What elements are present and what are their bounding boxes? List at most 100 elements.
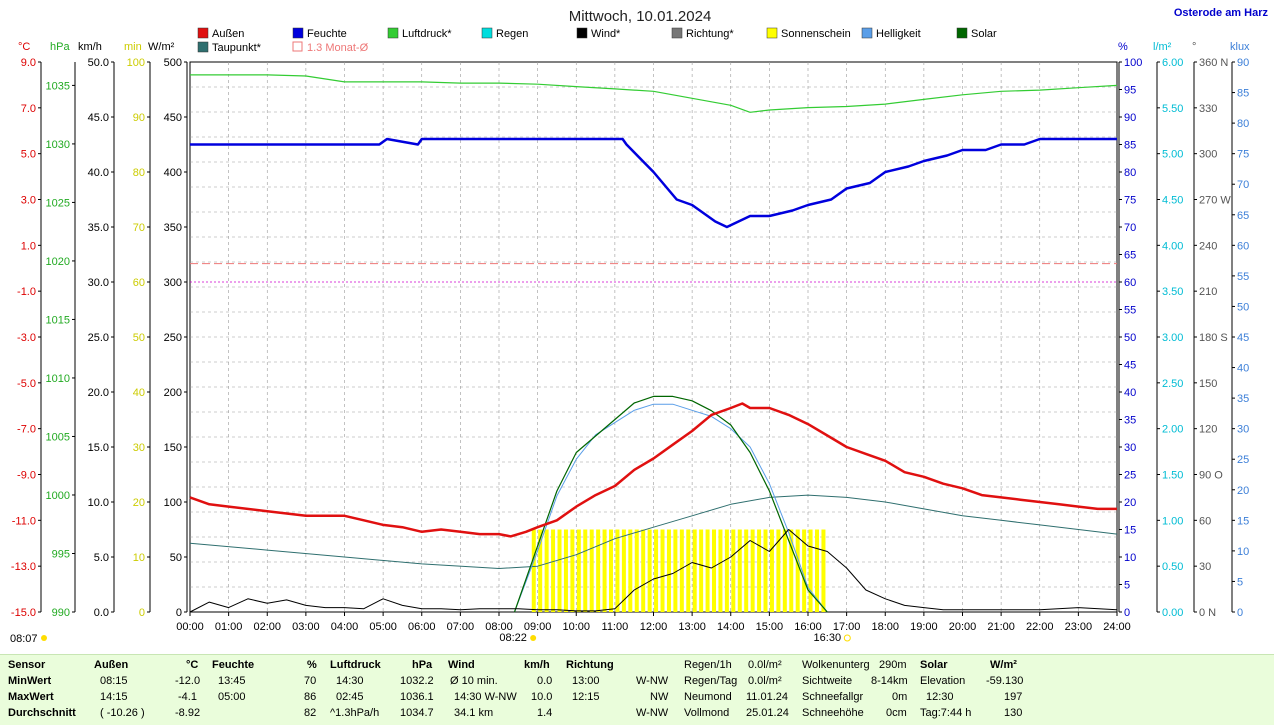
- series-sonnenschein-bar: [576, 529, 581, 612]
- legend-label-taupunkt: Taupunkt*: [212, 42, 262, 54]
- series-helligkeit-line: [514, 403, 828, 613]
- axis-label-time: 06:00: [408, 621, 436, 633]
- axis-label-pressure: 1005: [46, 431, 70, 443]
- axis-label-humidity: 95: [1124, 85, 1136, 97]
- series-wind-line: [189, 529, 1118, 613]
- footer-neumond-label: Neumond: [684, 691, 732, 703]
- legend-swatch-wind: [576, 27, 588, 39]
- series-sonnenschein-bar: [570, 529, 575, 612]
- axis-label-humidity: 85: [1124, 140, 1136, 152]
- series-sonnenschein-bar: [641, 529, 646, 612]
- footer-aussen-max: -4.1: [178, 691, 197, 703]
- footer-sicht-value: 8-14km: [871, 675, 908, 687]
- axis-label-humidity: 75: [1124, 195, 1136, 207]
- series-sonnenschein-bar: [699, 529, 704, 612]
- axis-label-direction: 240: [1199, 240, 1217, 252]
- footer-schneefall-label: Schneefallgr: [802, 691, 864, 703]
- footer-neumond-value: 11.01.24: [746, 691, 789, 703]
- footer-luftdruck-min: 1032.2: [400, 675, 434, 687]
- series-luftdruck-line: [190, 74, 1118, 113]
- footer-daylength: Tag:7:44 h: [920, 707, 972, 719]
- axis-label-temp: -11.0: [12, 515, 36, 527]
- series-sonnenschein-bar: [731, 529, 736, 612]
- axis-label-humidity: 100: [1124, 57, 1142, 69]
- series-sonnenschein-bar: [538, 529, 543, 612]
- axis-label-humidity: 50: [1124, 332, 1136, 344]
- footer-solar-max: 197: [1004, 691, 1023, 703]
- series-sonnenschein-bar: [692, 529, 697, 612]
- footer-richtung-max: NW: [650, 691, 669, 703]
- axis-label-rain: 2.50: [1162, 378, 1183, 390]
- footer-wind-info-min: Ø 10 min.: [450, 675, 498, 687]
- axis-label-wind: 0.0: [94, 607, 109, 619]
- series-sonnenschein-bar: [531, 529, 536, 612]
- axis-label-direction: 150: [1199, 378, 1217, 390]
- axis-label-wind: 10.0: [88, 497, 109, 509]
- series-taupunkt-line: [189, 494, 1118, 569]
- footer-wind-info-avg: 34.1 km: [454, 707, 494, 719]
- axis-label-solar: 300: [164, 277, 182, 289]
- series-sonnenschein-bar: [808, 529, 813, 612]
- legend-swatch-taupunkt: [197, 41, 209, 53]
- station-name: Osterode am Harz: [1174, 7, 1269, 19]
- legend-label-luftdruck: Luftdruck*: [402, 28, 452, 40]
- weather-chart: Mittwoch, 10.01.2024 Osterode am Harz Auße…: [10, 7, 1269, 645]
- axis-unit-lux: klux: [1230, 41, 1250, 53]
- axis-label-temp: -9.0: [17, 470, 36, 482]
- axis-label-humidity: 30: [1124, 442, 1136, 454]
- axis-unit-minutes: min: [124, 41, 142, 53]
- footer-luftdruck-time-max: 02:45: [336, 691, 364, 703]
- footer-luftdruck-unit: hPa: [412, 659, 433, 671]
- axis-label-time: 10:00: [562, 621, 590, 633]
- axis-label-pressure: 1000: [46, 490, 70, 502]
- footer-wind-max: 10.0: [531, 691, 553, 703]
- axis-label-time: 18:00: [871, 621, 899, 633]
- axis-label-solar: 400: [164, 167, 182, 179]
- series-sonnenschein-bar: [763, 529, 768, 612]
- axis-label-humidity: 20: [1124, 497, 1136, 509]
- axis-label-solar: 0: [176, 607, 182, 619]
- axis-label-humidity: 45: [1124, 360, 1136, 372]
- series-sonnenschein-bar: [789, 529, 794, 612]
- footer-luftdruck-time-min: 14:30: [336, 675, 364, 687]
- footer-richtung-time-max: 12:15: [572, 691, 600, 703]
- footer-vollmond-label: Vollmond: [684, 707, 730, 719]
- axis-label-solar: 500: [164, 57, 182, 69]
- footer-row-avg: Durchschnitt: [8, 707, 76, 719]
- axis-label-temp: -5.0: [17, 378, 36, 390]
- axis-label-rain: 0.00: [1162, 607, 1183, 619]
- footer-solar-unit: W/m²: [990, 659, 1017, 671]
- axis-label-time: 03:00: [292, 621, 320, 633]
- footer-wolken-label: Wolkenunterg: [802, 659, 870, 671]
- axis-label-time: 14:00: [717, 621, 745, 633]
- series-sonnenschein-bar: [686, 529, 691, 612]
- axis-label-humidity: 5: [1124, 580, 1130, 592]
- footer-richtung-min: W-NW: [636, 675, 669, 687]
- sunset-time: 16:30: [814, 632, 842, 644]
- axis-label-lux: 35: [1237, 393, 1249, 405]
- series-sonnenschein-bar: [757, 529, 762, 612]
- series-sonnenschein-bar: [557, 529, 562, 612]
- legend-label-monat: 1.3 Monat-Ø: [307, 42, 369, 54]
- legend-swatch-feuchte: [292, 27, 304, 39]
- axis-label-minutes: 20: [133, 497, 145, 509]
- axis-label-humidity: 40: [1124, 387, 1136, 399]
- footer-aussen-label: Außen: [94, 659, 129, 671]
- legend-swatch-helligkeit: [861, 27, 873, 39]
- legend-label-solar: Solar: [971, 28, 997, 40]
- axis-label-wind: 5.0: [94, 552, 109, 564]
- axis-label-humidity: 65: [1124, 250, 1136, 262]
- axis-label-humidity: 10: [1124, 552, 1136, 564]
- footer-schneehoehe-value: 0cm: [886, 707, 907, 719]
- sunset-icon: [843, 634, 851, 642]
- footer-row-min: MinWert: [8, 675, 52, 687]
- footer-wind-info-max: 14:30 W-NW: [454, 691, 517, 703]
- series-sonnenschein-bar: [776, 529, 781, 612]
- sunrise-icon: [530, 635, 537, 641]
- axis-label-time: 05:00: [369, 621, 397, 633]
- axis-label-time: 16:00: [794, 621, 822, 633]
- axis-label-time: 08:00: [485, 621, 513, 633]
- axis-label-pressure: 1020: [46, 256, 70, 268]
- axis-label-humidity: 0: [1124, 607, 1130, 619]
- footer-elevation-label: Elevation: [920, 675, 966, 687]
